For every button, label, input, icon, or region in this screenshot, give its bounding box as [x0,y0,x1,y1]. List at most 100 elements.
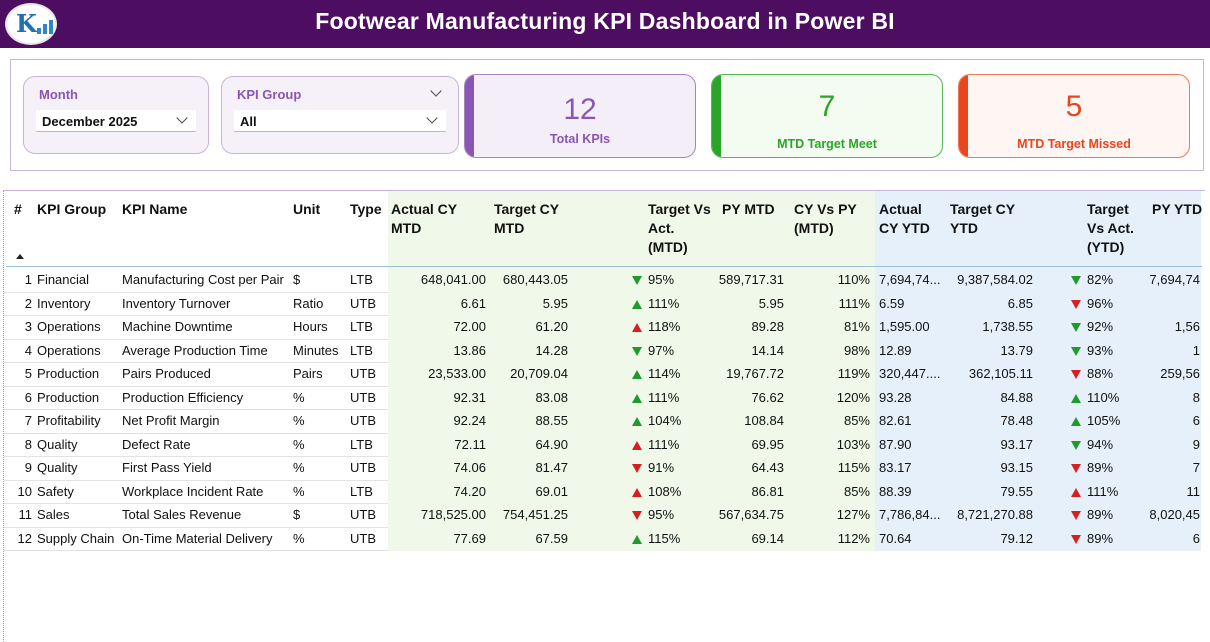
dashboard-title: Footwear Manufacturing KPI Dashboard in … [315,8,895,34]
table-row[interactable]: 5 Production Pairs Produced Pairs UTB 23,533.… [4,363,1202,387]
cell-type: UTB [350,460,376,475]
col-header-cy-vs-py-mtd[interactable]: CY Vs PY (MTD) [794,200,857,238]
cell-num: 1 [24,272,32,287]
cell-type: LTB [350,483,373,499]
arrow-up-red-icon [632,487,642,497]
cell-actual-cy-mtd: 718,525.00 [420,507,486,522]
col-header-py-ytd[interactable]: PY YTD [1152,201,1203,217]
table-row[interactable]: 1 Financial Manufacturing Cost per Pair $ LT… [4,269,1202,293]
cell-type: LTB [350,272,373,287]
cell-target-cy-mtd: 67.59 [535,530,568,546]
sort-ascending-icon[interactable] [16,254,24,259]
month-slicer: Month December 2025 [23,76,209,154]
arrow-up-green-icon [632,393,642,403]
logo-bar [43,24,47,34]
col-header-unit[interactable]: Unit [293,201,321,217]
cell-target-cy-ytd: 6.85 [1007,295,1033,311]
mtd-target-meet-value: 7 [818,90,836,123]
cell-num: 7 [24,413,32,428]
col-header-kpi-name[interactable]: KPI Name [122,201,188,217]
arrow-down-red-icon [1071,534,1081,544]
arrow-up-red-icon [632,440,642,450]
cell-target-vs-act-ytd: 92% [1087,319,1114,334]
cell-type: UTB [350,295,376,311]
table-row[interactable]: 12 Supply Chain On-Time Material Delivery%… [4,528,1202,551]
col-header-target-vs-act-mtd[interactable]: Target Vs Act. (MTD) [648,200,711,257]
cell-target-vs-act-ytd: 82% [1087,272,1114,287]
cell-py-mtd: 589,717.31 [718,272,784,287]
cell-actual-cy-mtd: 13.86 [453,342,486,358]
header-line: (MTD) [648,239,688,255]
cell-cy-vs-py-mtd: 119% [837,366,870,381]
mtd-target-missed-value: 5 [1065,90,1083,123]
col-header-actual-cy-mtd[interactable]: Actual CY MTD [391,200,457,238]
arrow-down-red-icon [1071,464,1081,473]
table-row[interactable]: 8 Quality Defect Rate% LTB 72.11 64.90 111% 69.… [4,434,1202,457]
cell-actual-cy-ytd: 12.89 [879,342,912,358]
table-row[interactable]: 9 Quality First Pass Yield% UTB 74.06 81.47 91… [4,457,1202,481]
col-header-target-cy-mtd[interactable]: Target CY MTD [494,200,559,238]
arrow-up-green-icon [632,417,642,426]
col-header-kpi-group[interactable]: KPI Group [37,201,107,217]
row-divider [4,479,388,481]
total-kpis-label: Total KPIs [549,132,611,146]
table-row[interactable]: 7 Profitability Net Profit Margin% UTB 92.24… [4,410,1202,434]
header-line: YTD [950,220,978,236]
cell-cy-vs-py-mtd: 120% [836,389,870,405]
table-row[interactable]: 10 Safety Workplace Incident Rate% LTB 74.20… [4,481,1202,504]
cell-actual-cy-ytd: 6.59 [879,295,905,311]
month-dropdown[interactable]: December 2025 [36,110,196,132]
col-header-target-cy-ytd[interactable]: Target CY YTD [950,200,1015,238]
cell-py-ytd: 7,694,74 [1149,272,1200,287]
cell-unit: $ [293,507,301,522]
row-divider [4,432,388,434]
header-line: Target CY [950,201,1016,217]
cell-py-ytd: 9 [1192,436,1200,452]
table-row[interactable]: 11 Sales Total Sales Revenue $ UTB 718,525.00… [4,504,1202,528]
cell-type: UTB [350,530,376,546]
cell-actual-cy-mtd: 6.61 [460,295,486,311]
header-line: MTD [494,220,525,236]
vertical-scrollbar[interactable] [1203,191,1206,642]
kpi-group-dropdown[interactable]: All [234,110,446,132]
mtd-target-missed-label: MTD Target Missed [1017,137,1131,151]
card-accent [712,75,721,157]
chevron-down-icon[interactable] [430,85,442,97]
cell-type: LTB [350,342,373,358]
cell-target-vs-act-ytd: 89% [1087,460,1114,475]
cell-target-vs-act-ytd: 111% [1087,483,1119,499]
cell-num: 5 [24,366,32,381]
cell-type: LTB [350,319,373,334]
arrow-up-green-icon [632,370,642,379]
cell-unit: Pairs [293,366,323,381]
cell-unit: % [293,389,305,405]
col-header-num[interactable]: # [14,201,22,217]
table-row[interactable]: 6 Production Production Efficiency% UTB 92.3… [4,387,1202,410]
mtd-target-missed-card: 5 MTD Target Missed [958,74,1190,158]
cell-kpi-group: Financial [37,272,90,287]
cell-target-cy-ytd: 93.15 [1000,460,1033,475]
logo-letter: K [16,9,37,38]
cell-target-vs-act-mtd: 118% [648,319,681,334]
cell-target-vs-act-mtd: 95% [648,272,675,287]
table-row[interactable]: 4 Operations Average Production Time Minute… [4,340,1202,363]
cell-actual-cy-ytd: 320,447.... [879,366,941,381]
table-row[interactable]: 3 Operations Machine Downtime Hours LTB 72.00… [4,316,1202,340]
cell-unit: % [293,483,305,499]
cell-cy-vs-py-mtd: 111% [838,295,870,311]
cell-target-cy-mtd: 61.20 [535,319,568,334]
table-row[interactable]: 2 Inventory Inventory Turnover Ratio UTB 6.61… [4,293,1202,316]
col-header-py-mtd[interactable]: PY MTD [722,201,775,217]
cell-kpi-name: Average Production Time [122,342,268,358]
col-header-type[interactable]: Type [350,201,382,217]
cell-type: UTB [350,366,376,381]
arrow-up-green-icon [1071,393,1081,403]
col-header-actual-cy-ytd[interactable]: Actual CY YTD [879,200,930,238]
col-header-target-vs-act-ytd[interactable]: Target Vs Act. (YTD) [1087,200,1134,257]
cell-kpi-name: First Pass Yield [122,460,212,475]
cell-actual-cy-ytd: 70.64 [879,530,912,546]
cell-num: 9 [24,460,32,475]
cell-target-vs-act-mtd: 91% [648,460,675,475]
month-slicer-label: Month [39,87,78,102]
cell-py-mtd: 89.28 [751,319,784,334]
